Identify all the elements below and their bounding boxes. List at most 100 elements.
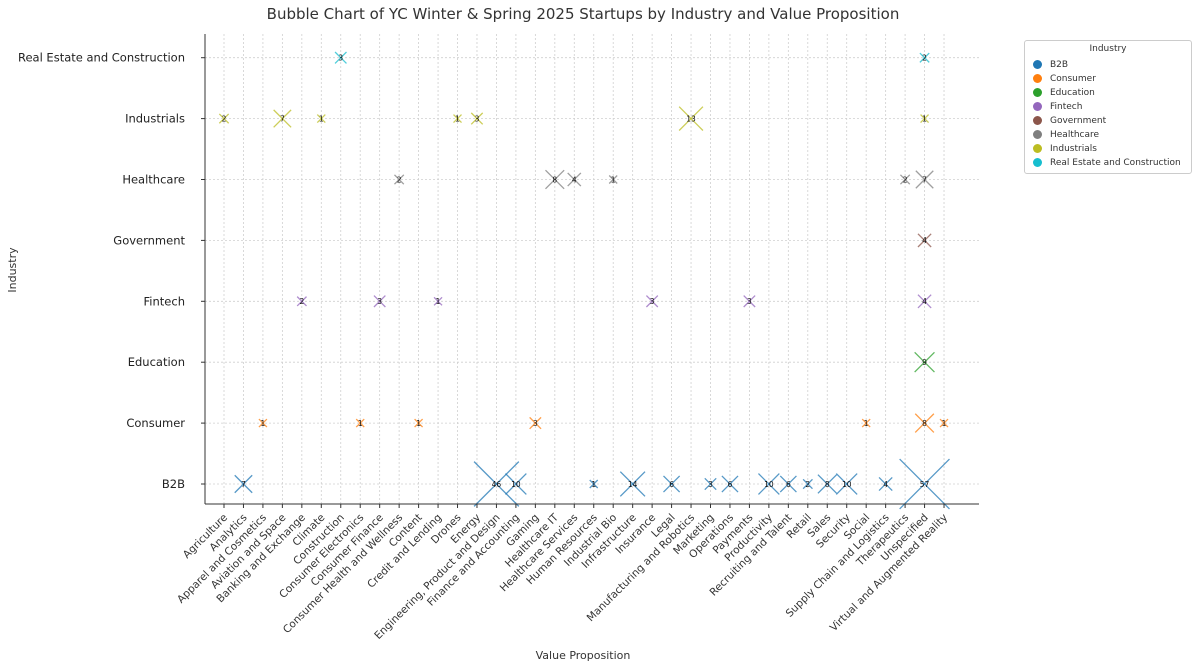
bubble-marker-stroke <box>567 172 582 187</box>
y-tick-labels: B2B Consumer Education Fintech Government Hea… <box>18 51 205 491</box>
bubble-count-label: 4 <box>922 297 927 306</box>
bubble-real-estate-and-construction-unspecified: 2 <box>919 52 930 63</box>
bubble-marker-stroke <box>218 113 230 124</box>
bubble-count-label: 7 <box>280 114 285 123</box>
bubble-count-label: 1 <box>864 419 869 428</box>
bubble-marker-stroke <box>861 418 871 428</box>
bubble-consumer-consumer-electronics: 1 <box>355 418 365 428</box>
bubble-count-label: 8 <box>922 419 927 428</box>
bubble-consumer-content: 1 <box>414 418 424 428</box>
bubble-b2b-operations: 6 <box>721 475 739 493</box>
bubble-marker-stroke <box>529 416 542 430</box>
bubble-marker-stroke <box>914 351 935 373</box>
bubble-b2b-security: 10 <box>835 473 858 495</box>
bubble-marker-stroke <box>373 295 386 308</box>
bubble-healthcare-unspecified: 7 <box>915 170 934 189</box>
legend-label: Government <box>1050 115 1107 126</box>
bubble-marker-stroke <box>589 479 599 489</box>
y-tick-label-education: Education <box>128 355 185 369</box>
y-tick-label-fintech: Fintech <box>144 294 185 308</box>
bubble-consumer-gaming: 3 <box>529 416 542 430</box>
bubble-marker-stroke <box>678 106 704 131</box>
legend-label: B2B <box>1050 59 1069 70</box>
bubble-fintech-consumer-finance: 3 <box>373 295 386 308</box>
grid-lines <box>205 34 979 504</box>
bubble-industrials-agriculture: 2 <box>218 113 230 124</box>
bubble-government-unspecified: 4 <box>917 233 932 248</box>
bubble-b2b-recruiting-and-talent: 6 <box>779 475 797 493</box>
bubble-healthcare-healthcare-it: 8 <box>545 169 565 190</box>
bubble-marker-stroke <box>757 473 780 495</box>
bubble-marker-stroke <box>296 296 307 307</box>
bubble-count-label: 3 <box>475 114 480 123</box>
bubble-count-label: 6 <box>728 480 733 489</box>
bubble-count-label: 3 <box>338 54 343 63</box>
bubble-marker-stroke <box>619 471 646 497</box>
bubble-marker-stroke <box>608 175 618 184</box>
y-tick-label-healthcare: Healthcare <box>122 173 185 187</box>
bubble-b2b-legal: 6 <box>663 475 681 493</box>
bubble-healthcare-healthcare-services: 4 <box>567 172 582 187</box>
bubble-consumer-unspecified: 8 <box>914 413 935 433</box>
bubble-industrials-climate: 1 <box>316 114 326 123</box>
y-tick-label-government: Government <box>113 233 185 247</box>
bubble-marker-stroke <box>939 418 949 428</box>
bubble-b2b-marketing: 3 <box>704 477 717 491</box>
bubble-marker-stroke <box>433 296 443 306</box>
bubble-count-label: 2 <box>903 175 908 184</box>
legend-marker <box>1033 158 1042 167</box>
bubble-industrials-energy: 3 <box>470 112 484 125</box>
bubble-count-label: 8 <box>825 480 830 489</box>
bubble-count-label: 3 <box>650 297 655 306</box>
legend-label: Healthcare <box>1050 129 1100 140</box>
legend-label: Fintech <box>1050 101 1083 112</box>
bubble-marker-stroke <box>473 461 520 507</box>
chart-title: Bubble Chart of YC Winter & Spring 2025 … <box>267 5 900 23</box>
bubble-count-label: 10 <box>511 480 521 489</box>
bubble-b2b-infrastructure: 14 <box>619 471 646 497</box>
bubble-marker-stroke <box>917 294 932 309</box>
legend-marker <box>1033 130 1042 139</box>
bubble-count-label: 3 <box>533 419 538 428</box>
bubble-count-label: 1 <box>416 419 421 428</box>
bubble-healthcare-industrial-bio: 1 <box>608 175 618 184</box>
bubble-count-label: 13 <box>686 114 696 123</box>
bubble-fintech-credit-and-lending: 1 <box>433 296 443 306</box>
bubble-marker-stroke <box>334 51 347 64</box>
legend-item-education: Education <box>1033 86 1095 99</box>
legend-title: Industry <box>1089 44 1127 54</box>
bubble-marker-stroke <box>817 474 838 494</box>
bubble-count-label: 4 <box>883 480 888 489</box>
bubble-marker-stroke <box>917 233 932 248</box>
bubble-count-label: 46 <box>492 480 502 489</box>
y-tick-label-consumer: Consumer <box>126 416 185 430</box>
legend-marker <box>1033 144 1042 153</box>
bubble-marker-stroke <box>273 109 292 128</box>
bubble-marker-stroke <box>545 169 565 190</box>
bubble-marker-stroke <box>453 114 462 124</box>
bubble-marker-stroke <box>414 418 424 428</box>
bubble-fintech-banking-and-exchange: 2 <box>296 296 307 307</box>
bubble-marker-stroke <box>878 476 893 492</box>
bubble-marker-stroke <box>920 114 930 124</box>
bubble-b2b-supply-chain-and-logistics: 4 <box>878 476 893 492</box>
legend-item-b2b: B2B <box>1033 58 1068 71</box>
legend-label: Real Estate and Construction <box>1050 157 1181 168</box>
bubble-count-label: 4 <box>922 236 927 245</box>
bubble-marker-stroke <box>721 475 739 493</box>
bubble-industrials-aviation-and-space: 7 <box>273 109 292 128</box>
legend-label: Education <box>1050 87 1095 98</box>
bubble-count-label: 4 <box>572 175 577 184</box>
bubble-markers: 7 46 10 1 14 6 3 6 10 6 2 8 10 4 571 1 1 3 1 8 192 3 1 3 3 442 8 4 1… <box>218 51 950 510</box>
legend-marker <box>1033 88 1042 97</box>
x-axis-label: Value Proposition <box>536 649 631 662</box>
bubble-marker-stroke <box>743 295 756 308</box>
bubble-healthcare-therapeutics: 2 <box>899 174 911 185</box>
bubble-count-label: 2 <box>397 175 402 184</box>
bubble-count-label: 3 <box>747 297 752 306</box>
legend-label: Industrials <box>1050 143 1097 154</box>
bubble-count-label: 1 <box>261 419 266 428</box>
bubble-count-label: 1 <box>436 297 441 306</box>
